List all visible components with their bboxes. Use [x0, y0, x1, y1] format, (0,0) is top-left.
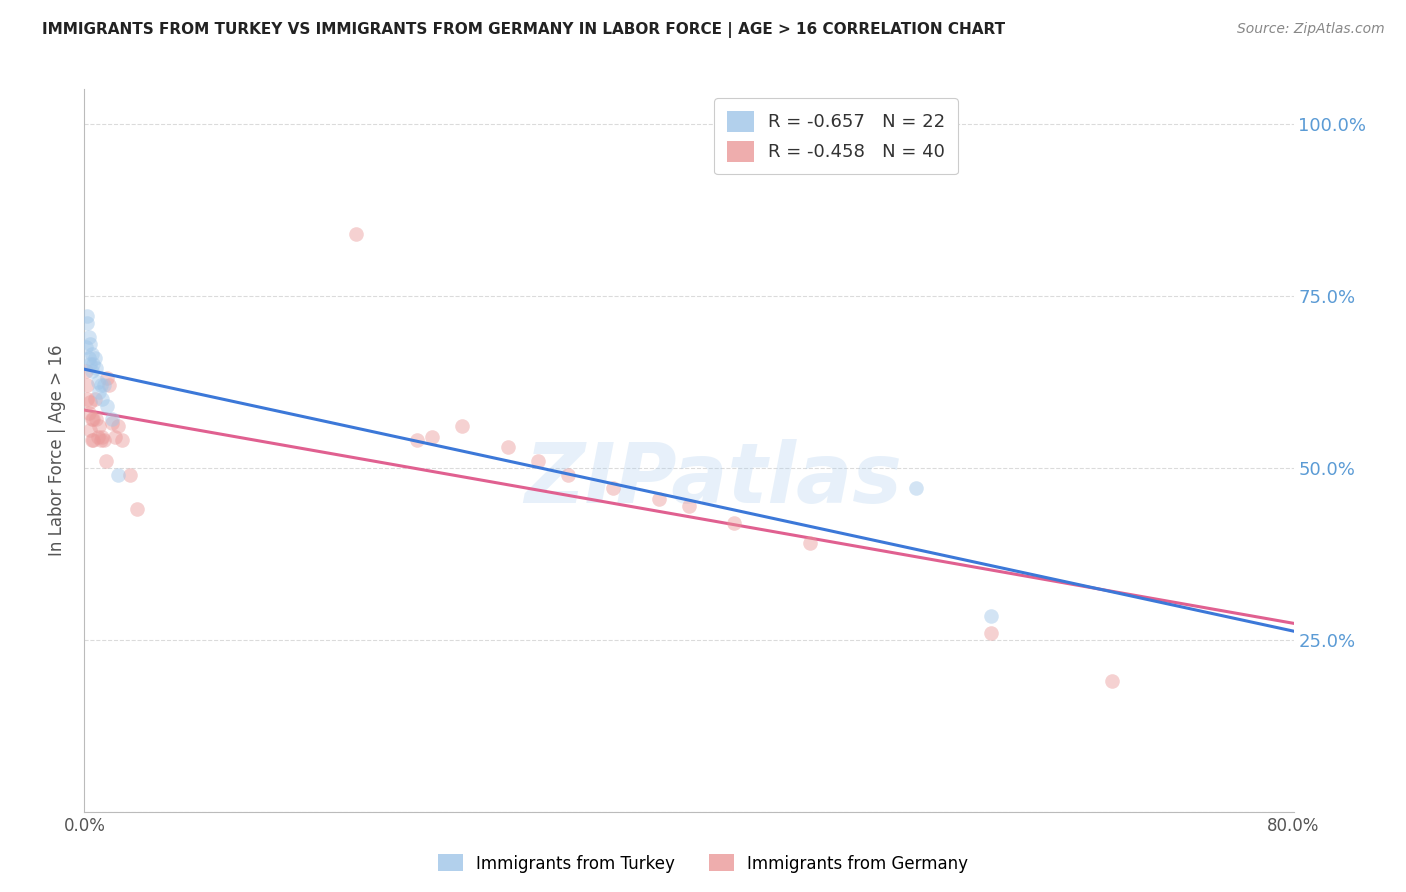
Point: [75, 364, 97, 378]
Point: [557, 467, 579, 482]
Point: [77, 351, 100, 365]
Point: [87, 430, 110, 444]
Point: [107, 467, 129, 482]
Point: [904, 481, 927, 495]
Point: [77, 330, 100, 344]
Point: [980, 625, 1002, 640]
Point: [1101, 673, 1123, 688]
Point: [100, 416, 122, 430]
Point: [79, 336, 101, 351]
Point: [420, 430, 443, 444]
Point: [86, 360, 108, 375]
Point: [346, 227, 368, 241]
Point: [496, 440, 519, 454]
Point: [104, 430, 127, 444]
Point: [93, 378, 115, 392]
Point: [75, 340, 97, 354]
Point: [76, 316, 98, 330]
Point: [94, 454, 117, 468]
Point: [76, 310, 98, 324]
Point: [451, 419, 474, 434]
Point: [90, 433, 112, 447]
Point: [80, 364, 103, 378]
Point: [89, 384, 111, 399]
Point: [76, 378, 98, 392]
Point: [86, 412, 108, 426]
Legend: Immigrants from Turkey, Immigrants from Germany: Immigrants from Turkey, Immigrants from …: [432, 847, 974, 880]
Point: [678, 499, 700, 513]
Point: [107, 419, 129, 434]
Text: ZIPatlas: ZIPatlas: [524, 439, 903, 520]
Point: [84, 392, 107, 406]
Point: [79, 358, 101, 372]
Point: [82, 412, 104, 426]
Point: [79, 423, 101, 437]
Point: [723, 516, 745, 530]
Point: [111, 433, 134, 447]
Y-axis label: In Labor Force | Age > 16: In Labor Force | Age > 16: [48, 344, 66, 557]
Text: Source: ZipAtlas.com: Source: ZipAtlas.com: [1237, 22, 1385, 37]
Point: [76, 392, 98, 406]
Point: [648, 491, 671, 506]
Point: [80, 433, 103, 447]
Point: [89, 419, 111, 434]
Point: [77, 406, 100, 420]
Point: [527, 454, 550, 468]
Point: [97, 378, 120, 392]
Point: [91, 430, 114, 444]
Point: [79, 395, 101, 409]
Point: [96, 399, 118, 413]
Point: [602, 481, 624, 495]
Point: [80, 347, 103, 361]
Point: [406, 433, 429, 447]
Point: [82, 433, 104, 447]
Text: IMMIGRANTS FROM TURKEY VS IMMIGRANTS FROM GERMANY IN LABOR FORCE | AGE > 16 CORR: IMMIGRANTS FROM TURKEY VS IMMIGRANTS FRO…: [42, 22, 1005, 38]
Point: [91, 392, 114, 406]
Point: [127, 502, 149, 516]
Point: [87, 375, 110, 389]
Point: [96, 371, 118, 385]
Point: [980, 608, 1002, 623]
Point: [80, 412, 103, 426]
Legend: R = -0.657   N = 22, R = -0.458   N = 40: R = -0.657 N = 22, R = -0.458 N = 40: [714, 98, 957, 174]
Point: [799, 536, 821, 550]
Point: [93, 433, 115, 447]
Point: [82, 358, 104, 372]
Point: [84, 351, 107, 365]
Point: [90, 378, 112, 392]
Point: [100, 412, 122, 426]
Point: [118, 467, 141, 482]
